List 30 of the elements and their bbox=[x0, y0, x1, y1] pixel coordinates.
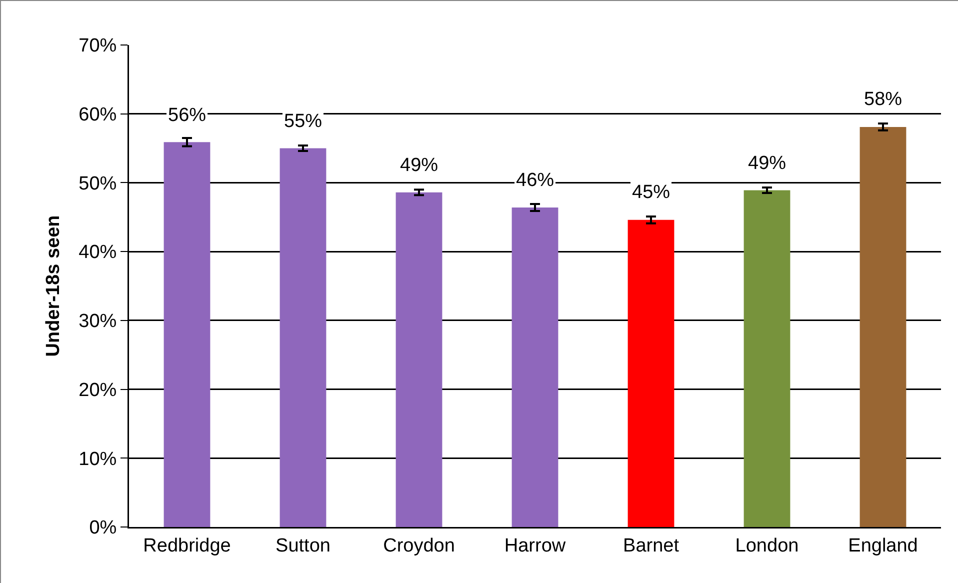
y-tick-label: 70% bbox=[78, 36, 117, 57]
data-label: 49% bbox=[400, 155, 438, 176]
y-tick-label: 30% bbox=[78, 311, 117, 332]
data-label: 55% bbox=[284, 111, 322, 132]
x-tick-label: Redbridge bbox=[143, 535, 231, 556]
bar bbox=[860, 126, 906, 527]
y-axis-title: Under-18s seen bbox=[42, 215, 64, 357]
data-label: 49% bbox=[748, 153, 786, 174]
y-tick-label: 10% bbox=[78, 448, 117, 470]
x-tick-label: Croydon bbox=[383, 535, 455, 556]
bar bbox=[280, 148, 326, 527]
data-label: 46% bbox=[516, 170, 554, 191]
x-tick-label: Harrow bbox=[504, 535, 566, 556]
data-label: 58% bbox=[864, 89, 902, 110]
bar bbox=[628, 220, 674, 527]
y-tick-label: 50% bbox=[78, 173, 117, 194]
bar bbox=[396, 192, 442, 527]
y-tick-label: 0% bbox=[89, 518, 117, 539]
data-label: 45% bbox=[632, 182, 670, 203]
x-tick-label: Barnet bbox=[623, 535, 680, 556]
x-tick-label: England bbox=[848, 535, 918, 556]
x-tick-label: London bbox=[735, 535, 799, 556]
x-tick-label: Sutton bbox=[276, 535, 330, 556]
bar bbox=[512, 208, 558, 527]
bar bbox=[744, 190, 790, 527]
y-tick-label: 60% bbox=[78, 104, 117, 126]
bar bbox=[164, 142, 210, 527]
y-tick-label: 40% bbox=[78, 242, 117, 264]
data-label: 56% bbox=[168, 105, 206, 126]
y-tick-label: 20% bbox=[78, 380, 117, 401]
